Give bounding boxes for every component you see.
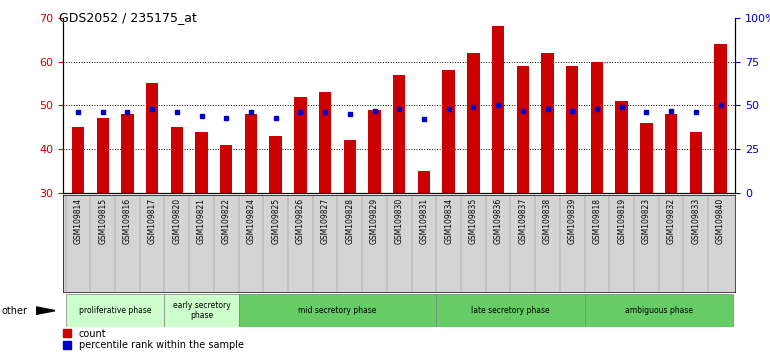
Text: GSM109826: GSM109826: [296, 198, 305, 244]
Text: GSM109836: GSM109836: [494, 198, 503, 244]
Text: GSM109835: GSM109835: [469, 198, 478, 244]
Text: GSM109832: GSM109832: [667, 198, 675, 244]
Text: GSM109827: GSM109827: [320, 198, 330, 244]
Text: GDS2052 / 235175_at: GDS2052 / 235175_at: [59, 11, 197, 24]
Text: GSM109820: GSM109820: [172, 198, 181, 244]
Text: GSM109831: GSM109831: [420, 198, 428, 244]
Text: GSM109838: GSM109838: [543, 198, 552, 244]
Bar: [343, 140, 356, 193]
Text: GSM109817: GSM109817: [148, 198, 156, 244]
Bar: [715, 44, 727, 193]
Bar: [541, 53, 554, 193]
Text: GSM109818: GSM109818: [592, 198, 601, 244]
Bar: [437, 294, 584, 327]
Bar: [294, 97, 306, 193]
Bar: [196, 132, 208, 193]
Bar: [443, 70, 455, 193]
Bar: [584, 294, 733, 327]
Bar: [220, 145, 233, 193]
Bar: [640, 123, 652, 193]
Text: GSM109837: GSM109837: [518, 198, 527, 244]
Text: GSM109834: GSM109834: [444, 198, 454, 244]
Polygon shape: [36, 307, 55, 314]
Legend: count, percentile rank within the sample: count, percentile rank within the sample: [63, 329, 243, 350]
Bar: [165, 294, 239, 327]
Text: ambiguous phase: ambiguous phase: [624, 306, 693, 315]
Bar: [72, 127, 84, 193]
Text: GSM109824: GSM109824: [246, 198, 256, 244]
Text: GSM109829: GSM109829: [370, 198, 379, 244]
Text: GSM109839: GSM109839: [567, 198, 577, 244]
Text: GSM109828: GSM109828: [345, 198, 354, 244]
Bar: [665, 114, 678, 193]
Bar: [245, 114, 257, 193]
Bar: [492, 27, 504, 193]
Bar: [270, 136, 282, 193]
Bar: [418, 171, 430, 193]
Bar: [615, 101, 628, 193]
Text: GSM109830: GSM109830: [395, 198, 403, 244]
Bar: [368, 110, 380, 193]
Text: late secretory phase: late secretory phase: [471, 306, 550, 315]
Bar: [690, 132, 702, 193]
Bar: [566, 66, 578, 193]
Text: GSM109816: GSM109816: [123, 198, 132, 244]
Bar: [393, 75, 406, 193]
Bar: [591, 62, 603, 193]
Text: GSM109821: GSM109821: [197, 198, 206, 244]
Bar: [239, 294, 437, 327]
Text: GSM109823: GSM109823: [642, 198, 651, 244]
Bar: [517, 66, 529, 193]
Text: GSM109814: GSM109814: [73, 198, 82, 244]
Text: mid secretory phase: mid secretory phase: [298, 306, 377, 315]
Bar: [467, 53, 480, 193]
Bar: [65, 294, 165, 327]
Text: proliferative phase: proliferative phase: [79, 306, 151, 315]
Text: GSM109819: GSM109819: [618, 198, 626, 244]
Text: GSM109833: GSM109833: [691, 198, 700, 244]
Bar: [96, 119, 109, 193]
Text: GSM109822: GSM109822: [222, 198, 231, 244]
Text: GSM109815: GSM109815: [99, 198, 107, 244]
Bar: [319, 92, 331, 193]
Bar: [171, 127, 183, 193]
Text: GSM109825: GSM109825: [271, 198, 280, 244]
Bar: [121, 114, 133, 193]
Text: GSM109840: GSM109840: [716, 198, 725, 244]
Bar: [146, 84, 159, 193]
Text: early secretory
phase: early secretory phase: [172, 301, 230, 320]
Text: other: other: [2, 306, 28, 316]
